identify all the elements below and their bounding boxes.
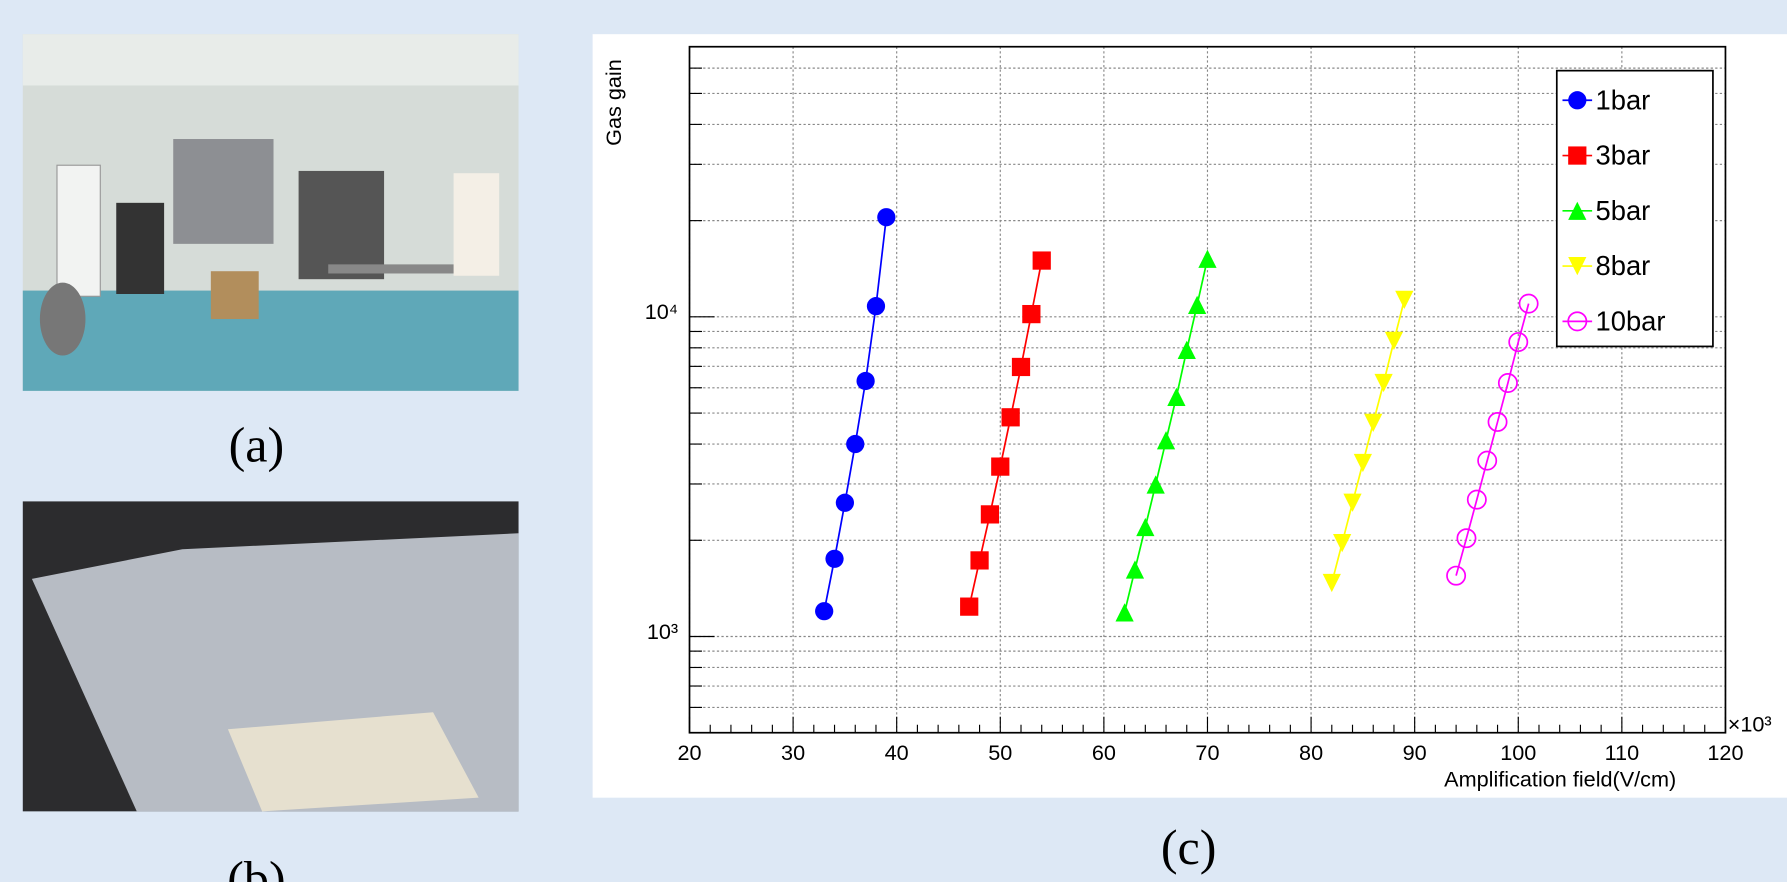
y-tick-label: 10⁴ <box>645 299 678 324</box>
marker <box>846 435 864 453</box>
x-tick-label: 40 <box>885 740 909 765</box>
marker <box>970 551 988 569</box>
marker <box>867 297 885 315</box>
marker <box>960 598 978 616</box>
x-tick-label: 80 <box>1299 740 1323 765</box>
x-tick-label: 50 <box>988 740 1012 765</box>
panel-label: (c) <box>1161 819 1217 875</box>
page: (a) (b) (c) 20 30 40 50 60 70 80 90 100 110 120 10³… <box>0 0 1787 882</box>
panel-label: (a) <box>229 417 285 473</box>
x-axis-label: Amplification field(V/cm) <box>1444 766 1676 791</box>
marker <box>1012 358 1030 376</box>
marker <box>815 602 833 620</box>
panel-label: (b) <box>227 851 285 882</box>
x-tick-label: 30 <box>781 740 805 765</box>
x-tick-label: 70 <box>1195 740 1219 765</box>
x-tick-label: 110 <box>1605 740 1640 765</box>
photo-plate <box>23 501 519 811</box>
marker <box>825 550 843 568</box>
x-tick-label: 90 <box>1403 740 1427 765</box>
marker <box>836 494 854 512</box>
legend-label: 1bar <box>1596 84 1651 115</box>
legend-label: 8bar <box>1596 250 1651 281</box>
marker <box>877 208 895 226</box>
x-multiplier: ×10³ <box>1728 712 1772 737</box>
x-tick-label: 100 <box>1500 740 1536 765</box>
legend-label: 3bar <box>1596 140 1651 171</box>
marker <box>991 457 1009 475</box>
x-tick-label: 20 <box>677 740 701 765</box>
y-axis-label: Gas gain <box>601 59 626 146</box>
y-tick-label: 10³ <box>647 619 678 644</box>
legend-marker <box>1568 146 1586 164</box>
legend-label: 5bar <box>1596 195 1651 226</box>
figure: (a) (b) (c) 20 30 40 50 60 70 80 90 100 110 120 10³… <box>0 0 1787 882</box>
marker <box>856 372 874 390</box>
photo-lab <box>23 34 519 391</box>
marker <box>1002 408 1020 426</box>
legend-label: 10bar <box>1596 305 1666 336</box>
marker <box>1033 251 1051 269</box>
legend-marker <box>1568 91 1586 109</box>
marker <box>1022 305 1040 323</box>
marker <box>981 505 999 523</box>
x-tick-label: 60 <box>1092 740 1116 765</box>
x-tick-label: 120 <box>1707 740 1743 765</box>
